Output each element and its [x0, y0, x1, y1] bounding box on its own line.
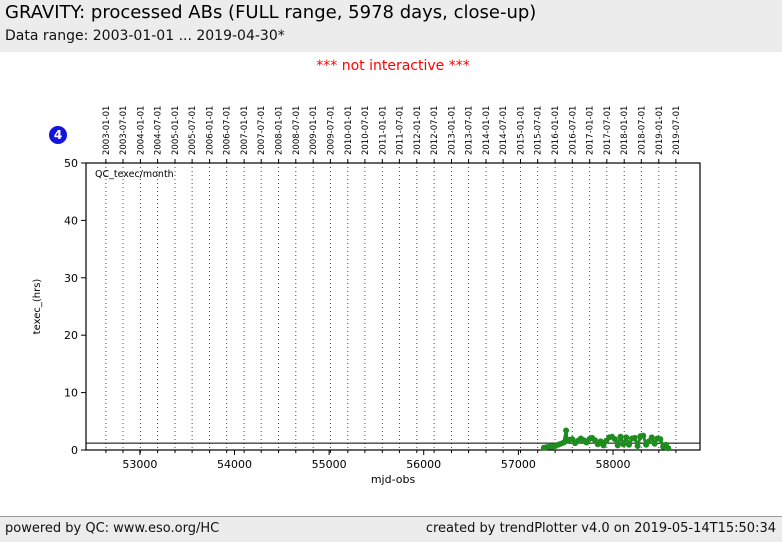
- svg-text:2010-07-01: 2010-07-01: [361, 106, 371, 155]
- not-interactive-notice: *** not interactive ***: [316, 58, 470, 74]
- svg-text:2009-01-01: 2009-01-01: [309, 106, 319, 155]
- svg-text:2014-07-01: 2014-07-01: [499, 106, 509, 155]
- footer-created-by: created by trendPlotter v4.0 on 2019-05-…: [425, 521, 776, 536]
- svg-text:20: 20: [64, 329, 78, 342]
- svg-text:QC_texec/month: QC_texec/month: [95, 169, 174, 180]
- svg-text:55000: 55000: [312, 458, 347, 471]
- svg-text:2019-07-01: 2019-07-01: [672, 106, 682, 155]
- svg-text:10: 10: [64, 387, 78, 400]
- footer-bar: powered by QC: www.eso.org/HC created by…: [0, 516, 782, 542]
- svg-text:57000: 57000: [501, 458, 536, 471]
- svg-text:2004-01-01: 2004-01-01: [136, 106, 146, 155]
- svg-text:0: 0: [71, 444, 78, 457]
- svg-text:2003-01-01: 2003-01-01: [102, 106, 112, 155]
- svg-text:50: 50: [64, 157, 78, 170]
- svg-text:30: 30: [64, 272, 78, 285]
- header-bar: GRAVITY: processed ABs (FULL range, 5978…: [0, 0, 782, 52]
- page-title: GRAVITY: processed ABs (FULL range, 5978…: [5, 2, 537, 23]
- svg-text:2005-01-01: 2005-01-01: [171, 106, 181, 155]
- svg-text:2010-01-01: 2010-01-01: [344, 106, 354, 155]
- svg-text:2015-01-01: 2015-01-01: [517, 106, 527, 155]
- svg-text:2018-07-01: 2018-07-01: [637, 106, 647, 155]
- svg-text:2016-01-01: 2016-01-01: [551, 106, 561, 155]
- svg-text:58000: 58000: [596, 458, 631, 471]
- svg-text:2012-01-01: 2012-01-01: [413, 106, 423, 155]
- svg-text:2012-07-01: 2012-07-01: [430, 106, 440, 155]
- svg-text:56000: 56000: [406, 458, 441, 471]
- svg-text:2015-07-01: 2015-07-01: [534, 106, 544, 155]
- svg-text:2008-07-01: 2008-07-01: [292, 106, 302, 155]
- data-range-subtitle: Data range: 2003-01-01 ... 2019-04-30*: [5, 28, 285, 44]
- svg-text:2017-01-01: 2017-01-01: [586, 106, 596, 155]
- svg-text:mjd-obs: mjd-obs: [371, 473, 416, 486]
- svg-text:2005-07-01: 2005-07-01: [188, 106, 198, 155]
- svg-text:2011-07-01: 2011-07-01: [395, 106, 405, 155]
- svg-text:2007-07-01: 2007-07-01: [257, 106, 267, 155]
- svg-text:40: 40: [64, 214, 78, 227]
- svg-text:2018-01-01: 2018-01-01: [620, 106, 630, 155]
- svg-text:2011-01-01: 2011-01-01: [378, 106, 388, 155]
- svg-text:texec_(hrs): texec_(hrs): [32, 279, 43, 335]
- footer-powered-by: powered by QC: www.eso.org/HC: [5, 521, 220, 536]
- svg-text:2009-07-01: 2009-07-01: [326, 106, 336, 155]
- svg-text:2006-07-01: 2006-07-01: [223, 106, 233, 155]
- svg-text:53000: 53000: [122, 458, 157, 471]
- plot-number-badge: 4: [49, 126, 67, 144]
- svg-text:2016-07-01: 2016-07-01: [568, 106, 578, 155]
- svg-text:2019-01-01: 2019-01-01: [655, 106, 665, 155]
- svg-text:2003-07-01: 2003-07-01: [119, 106, 129, 155]
- svg-text:2008-01-01: 2008-01-01: [275, 106, 285, 155]
- svg-text:2013-01-01: 2013-01-01: [448, 106, 458, 155]
- svg-text:2014-01-01: 2014-01-01: [482, 106, 492, 155]
- svg-text:2017-07-01: 2017-07-01: [603, 106, 613, 155]
- svg-text:2013-07-01: 2013-07-01: [465, 106, 475, 155]
- svg-text:54000: 54000: [217, 458, 252, 471]
- svg-text:2006-01-01: 2006-01-01: [206, 106, 216, 155]
- svg-text:2004-07-01: 2004-07-01: [154, 106, 164, 155]
- svg-text:2007-01-01: 2007-01-01: [240, 106, 250, 155]
